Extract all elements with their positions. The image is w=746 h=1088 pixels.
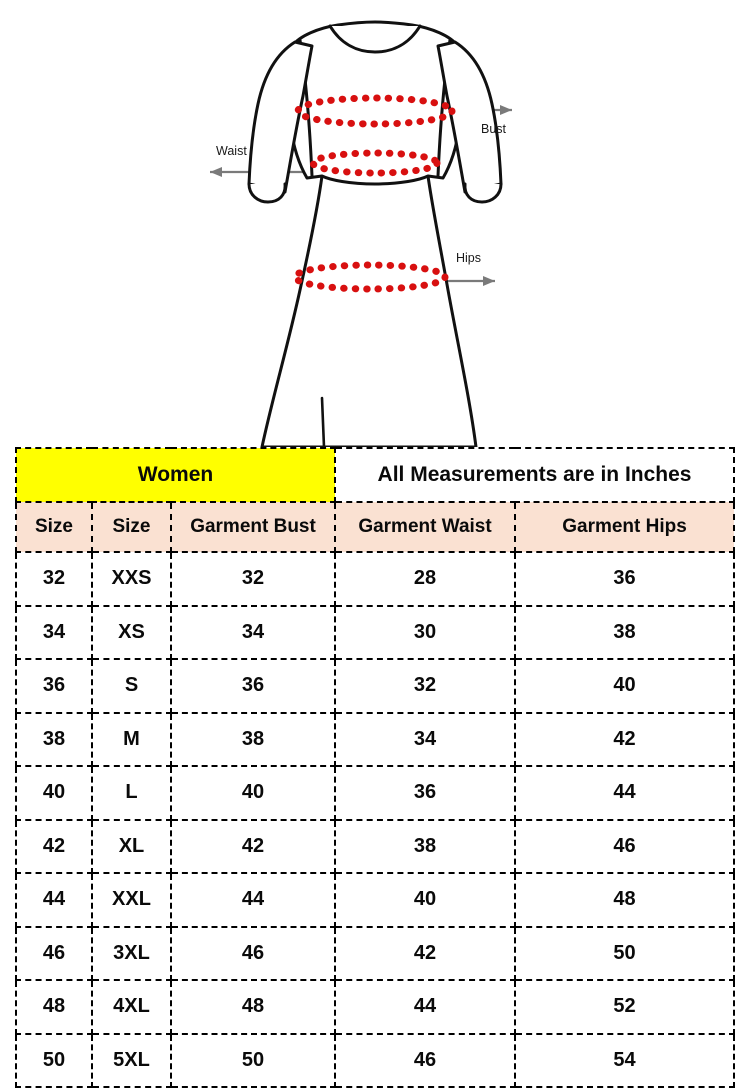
cell-garment-hips: 42 — [514, 711, 736, 767]
hips-arrow-head — [483, 276, 495, 286]
cell-garment-waist: 30 — [334, 604, 517, 660]
table-row: 44 XXL 44 40 48 — [15, 872, 736, 928]
dress-measurement-illustration: Bust Waist Hips — [0, 0, 746, 447]
cell-garment-bust: 38 — [169, 711, 337, 767]
cell-size-alpha: S — [91, 658, 172, 714]
table-row: 34 XS 34 30 38 — [15, 604, 736, 660]
cell-size-numeric: 32 — [15, 551, 93, 607]
table-header-row: Size Size Garment Bust Garment Waist Gar… — [15, 501, 736, 553]
table-row: 38 M 38 34 42 — [15, 711, 736, 767]
header-size-alpha: Size — [91, 501, 172, 553]
cell-garment-waist: 42 — [334, 925, 517, 981]
cell-size-numeric: 34 — [15, 604, 93, 660]
cell-garment-bust: 48 — [169, 979, 337, 1035]
cell-garment-waist: 38 — [334, 818, 517, 874]
cell-garment-hips: 48 — [514, 872, 736, 928]
cell-size-alpha: 5XL — [91, 1032, 172, 1088]
title-women-cell: Women — [14, 447, 337, 503]
cell-garment-hips: 52 — [514, 979, 736, 1035]
cell-size-alpha: 4XL — [91, 979, 172, 1035]
cell-garment-bust: 34 — [169, 604, 337, 660]
cell-garment-bust: 44 — [169, 872, 337, 928]
cell-size-numeric: 46 — [15, 925, 93, 981]
right-sleeve-cuff — [463, 182, 503, 204]
cell-garment-waist: 44 — [334, 979, 517, 1035]
table-row: 48 4XL 48 44 52 — [15, 979, 736, 1035]
size-chart-table: Women All Measurements are in Inches Siz… — [14, 447, 736, 1088]
waist-label: Waist — [216, 144, 247, 158]
header-garment-waist: Garment Waist — [334, 501, 517, 553]
table-row: 36 S 36 32 40 — [15, 658, 736, 714]
cell-garment-waist: 32 — [334, 658, 517, 714]
cell-size-alpha: XXS — [91, 551, 172, 607]
left-sleeve-cuff — [247, 182, 287, 204]
skirt-shape — [260, 174, 478, 447]
hips-measure-ellipse — [291, 261, 449, 293]
cell-size-alpha: M — [91, 711, 172, 767]
cell-garment-waist: 34 — [334, 711, 517, 767]
header-garment-hips: Garment Hips — [514, 501, 736, 553]
header-size-numeric: Size — [15, 501, 93, 553]
cell-size-numeric: 36 — [15, 658, 93, 714]
cell-size-alpha: XXL — [91, 872, 172, 928]
table-row: 32 XXS 32 28 36 — [15, 551, 736, 607]
cell-garment-hips: 46 — [514, 818, 736, 874]
cell-garment-hips: 36 — [514, 551, 736, 607]
bust-label: Bust — [481, 122, 507, 136]
cell-garment-hips: 50 — [514, 925, 736, 981]
waist-measure-ellipse — [309, 149, 441, 177]
cell-size-alpha: XS — [91, 604, 172, 660]
cell-garment-bust: 32 — [169, 551, 337, 607]
cell-garment-bust: 46 — [169, 925, 337, 981]
cell-garment-waist: 40 — [334, 872, 517, 928]
cell-garment-hips: 54 — [514, 1032, 736, 1088]
cell-size-numeric: 50 — [15, 1032, 93, 1088]
cell-size-alpha: L — [91, 765, 172, 821]
cell-size-numeric: 44 — [15, 872, 93, 928]
cell-garment-bust: 42 — [169, 818, 337, 874]
header-garment-bust: Garment Bust — [169, 501, 337, 553]
table-row: 42 XL 42 38 46 — [15, 818, 736, 874]
title-units-cell: All Measurements are in Inches — [334, 447, 736, 503]
cell-garment-bust: 40 — [169, 765, 337, 821]
table-row: 46 3XL 46 42 50 — [15, 925, 736, 981]
bust-arrow-head — [500, 105, 512, 115]
table-row: 40 L 40 36 44 — [15, 765, 736, 821]
skirt-slit — [320, 396, 326, 447]
waist-arrow-head — [210, 167, 222, 177]
cell-garment-waist: 36 — [334, 765, 517, 821]
cell-garment-hips: 44 — [514, 765, 736, 821]
bust-measure-ellipse — [294, 94, 456, 128]
cell-size-numeric: 48 — [15, 979, 93, 1035]
table-title-row: Women All Measurements are in Inches — [14, 447, 736, 503]
cell-garment-waist: 46 — [334, 1032, 517, 1088]
cell-garment-bust: 50 — [169, 1032, 337, 1088]
cell-size-numeric: 40 — [15, 765, 93, 821]
table-row: 50 5XL 50 46 54 — [15, 1032, 736, 1088]
cell-size-numeric: 42 — [15, 818, 93, 874]
cell-size-alpha: 3XL — [91, 925, 172, 981]
cell-garment-hips: 38 — [514, 604, 736, 660]
cell-garment-bust: 36 — [169, 658, 337, 714]
dress-outline — [247, 20, 503, 447]
neckline — [328, 24, 422, 54]
cell-size-alpha: XL — [91, 818, 172, 874]
cell-garment-hips: 40 — [514, 658, 736, 714]
hips-label: Hips — [456, 251, 481, 265]
cell-garment-waist: 28 — [334, 551, 517, 607]
size-chart-table-container: Women All Measurements are in Inches Siz… — [14, 447, 736, 1088]
cell-size-numeric: 38 — [15, 711, 93, 767]
